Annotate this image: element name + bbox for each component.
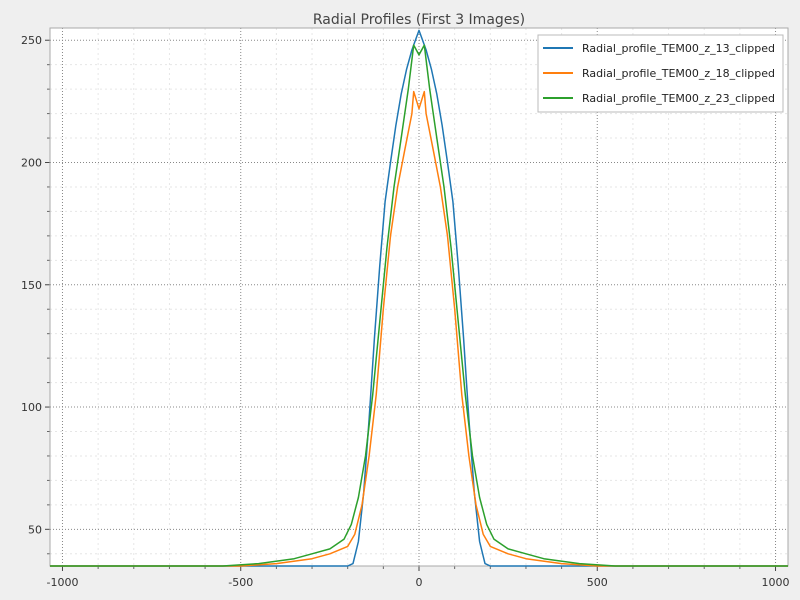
y-tick-label: 250 bbox=[21, 34, 42, 47]
x-tick-label: -500 bbox=[228, 576, 253, 589]
plot-area bbox=[50, 28, 788, 566]
y-tick-label: 100 bbox=[21, 401, 42, 414]
y-tick-label: 150 bbox=[21, 279, 42, 292]
y-tick-label: 200 bbox=[21, 157, 42, 170]
axes: -1000 -500 0 500 1000 50 100 150 200 250 bbox=[21, 27, 790, 589]
legend-label: Radial_profile_TEM00_z_18_clipped bbox=[582, 67, 775, 80]
series-layer bbox=[50, 29, 788, 567]
legend: Radial_profile_TEM00_z_13_clipped Radial_… bbox=[537, 34, 784, 113]
x-tick-label: 500 bbox=[587, 576, 608, 589]
plot-frame bbox=[49, 27, 789, 567]
series-line-3 bbox=[50, 44, 788, 567]
legend-label: Radial_profile_TEM00_z_23_clipped bbox=[582, 92, 775, 105]
chart-title: Radial Profiles (First 3 Images) bbox=[313, 12, 525, 28]
y-tick-label: 50 bbox=[28, 523, 42, 536]
x-tick-label: -1000 bbox=[46, 576, 78, 589]
x-tick-label: 0 bbox=[416, 576, 423, 589]
legend-label: Radial_profile_TEM00_z_13_clipped bbox=[582, 42, 775, 55]
legend-box bbox=[537, 34, 784, 113]
series-line-2 bbox=[50, 90, 788, 567]
x-tick-label: 1000 bbox=[762, 576, 790, 589]
